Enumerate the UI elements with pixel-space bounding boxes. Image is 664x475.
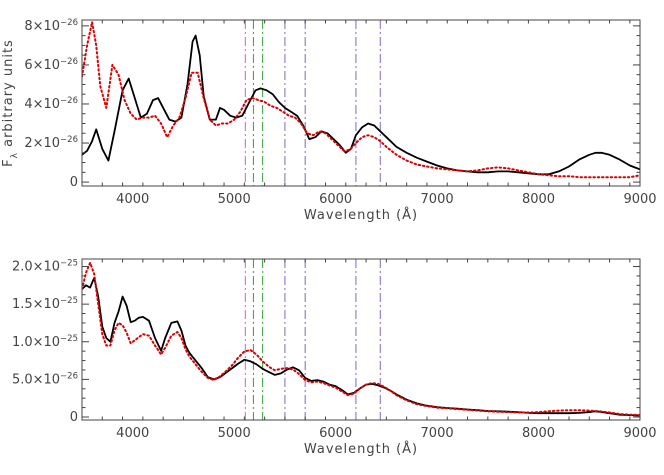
y-tick-label: 1.0×10−25: [12, 334, 78, 350]
x-tick-label: 5000: [218, 426, 251, 441]
top-spectrum-panel: 4000 5000 6000 7000 8000 9000 0 2×10−26 4×10−26 6…: [1, 18, 657, 223]
x-tick-label: 8000: [522, 426, 555, 441]
x-tick-label: 6000: [319, 192, 352, 207]
x-axis-title: Wavelength (Å): [304, 441, 418, 457]
x-tick-label: 8000: [522, 192, 555, 207]
x-tick-label: 5000: [218, 192, 251, 207]
y-tick-label: 0: [70, 410, 78, 425]
model-spectrum-dotted: [82, 21, 640, 179]
x-axis-title: Wavelength (Å): [304, 207, 418, 223]
y-tick-label: 0: [70, 175, 78, 190]
x-tick-label: 4000: [116, 426, 149, 441]
observed-spectrum-solid: [82, 276, 640, 417]
y-tick-label: 4×10−26: [24, 96, 78, 112]
plot-frame: [81, 19, 641, 187]
y-tick-label: 2.0×10−25: [12, 259, 78, 275]
y-tick-label: 1.5×10−25: [12, 296, 78, 312]
y-axis-title: Fλ arbitrary units: [1, 39, 20, 167]
y-tick-label: 8×10−26: [24, 18, 78, 34]
y-tick-label: 5.0×10−26: [12, 371, 78, 387]
x-tick-label: 7000: [421, 192, 454, 207]
model-spectrum-dotted: [82, 261, 640, 417]
x-tick-label: 4000: [116, 192, 149, 207]
plot-frame: [81, 258, 641, 421]
y-tick-label: 2×10−26: [24, 135, 78, 151]
observed-spectrum-solid: [82, 34, 640, 176]
y-tick-label: 6×10−26: [24, 57, 78, 73]
x-tick-label: 6000: [319, 426, 352, 441]
x-tick-label: 9000: [623, 426, 656, 441]
x-tick-label: 9000: [623, 192, 656, 207]
bottom-spectrum-panel: 4000 5000 6000 7000 8000 9000 0 5.0×10−26 1.0×10…: [12, 258, 657, 457]
x-tick-label: 7000: [421, 426, 454, 441]
